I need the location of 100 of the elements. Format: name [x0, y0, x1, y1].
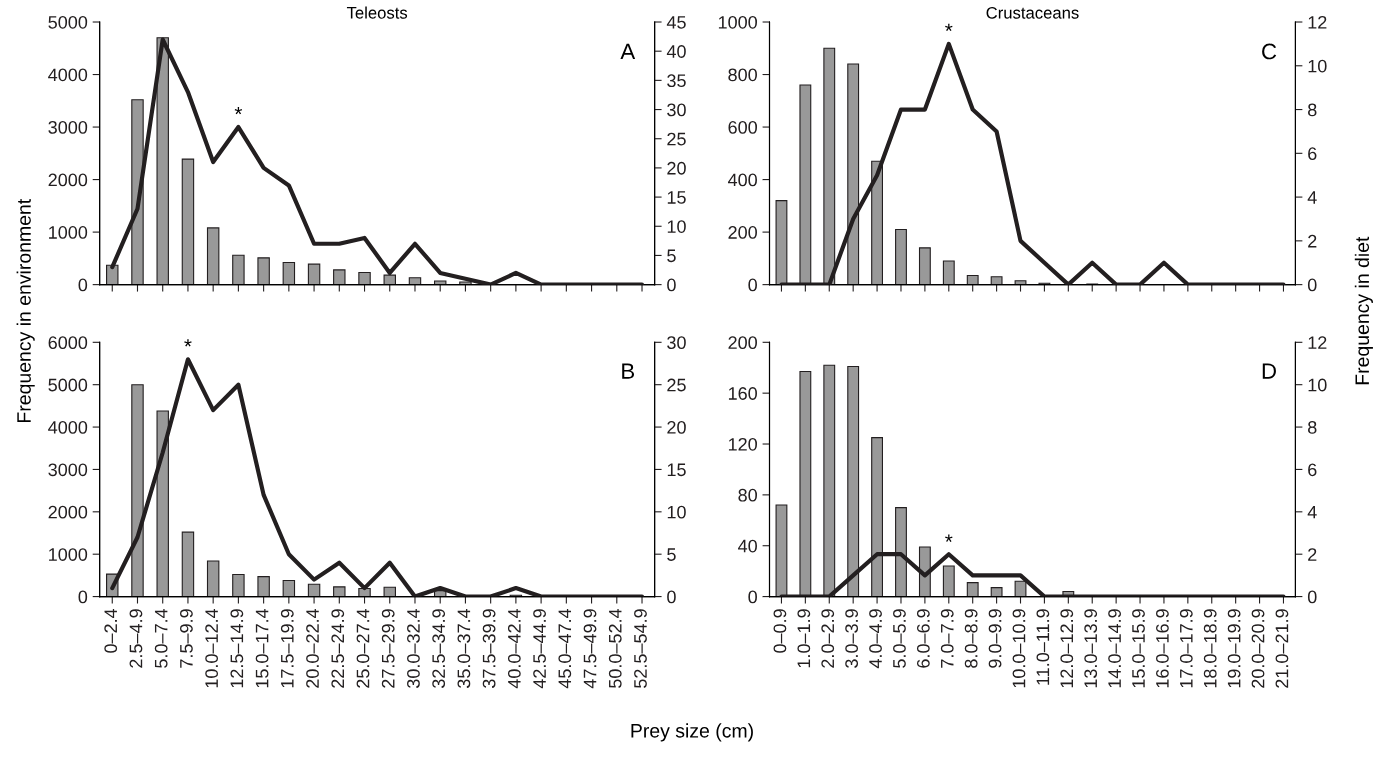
- x-tick-label: 12.5–14.9: [230, 609, 244, 688]
- y2-tick-label: 30: [667, 336, 686, 350]
- y2-tick-label: 25: [667, 378, 686, 392]
- y2-tick-label: 35: [667, 74, 686, 88]
- x-tick-label: 22.5–24.9: [331, 609, 345, 688]
- y2-tick-label: 15: [667, 463, 686, 477]
- y2-tick-label: 20: [667, 421, 686, 434]
- y2-tick-label: 12: [1308, 336, 1327, 349]
- y-tick-label: 5000: [48, 378, 88, 392]
- y-tick-label: 0: [748, 278, 757, 292]
- y2-tick-label: 6: [1308, 463, 1317, 477]
- x-tick-label: 20.0–20.9: [1251, 609, 1265, 688]
- x-tick-label: 52.5–54.9: [634, 609, 647, 688]
- x-tick-label: 15.0–15.9: [1132, 609, 1145, 688]
- y2-tick-label: 20: [667, 161, 686, 175]
- x-tick-label: 17.0–17.9: [1179, 609, 1193, 688]
- annotation: *: [184, 339, 192, 347]
- chart-title: Teleosts: [346, 6, 408, 19]
- y2-tick-label: 30: [667, 103, 686, 117]
- y2-tick-label: 0: [1307, 278, 1317, 292]
- x-tick-label: 45.0–47.4: [558, 608, 572, 689]
- x-tick-label: 4.0–4.9: [869, 609, 882, 669]
- annotation: *: [945, 534, 953, 542]
- y-tick-label: 800: [728, 68, 757, 82]
- y-tick-label: 2000: [48, 505, 88, 519]
- y-tick-label: 0: [748, 590, 757, 604]
- x-tick-label: 11.0–11.9: [1036, 609, 1050, 685]
- x-tick-label: 0–0.9: [773, 609, 787, 653]
- y2-tick-label: 5: [667, 548, 676, 561]
- x-tick-label: 2.0–2.9: [821, 609, 835, 668]
- y-tick-label: 160: [728, 387, 757, 400]
- x-tick-label: 27.5–29.9: [381, 609, 395, 688]
- y2-tick-label: 10: [667, 220, 686, 233]
- y-tick-label: 1000: [718, 15, 757, 29]
- x-tick-label: 20.0–22.4: [306, 608, 319, 688]
- x-tick-label: 12.0–12.9: [1060, 609, 1074, 688]
- x-tick-label: 10.0–10.9: [1012, 609, 1026, 688]
- y2-tick-label: 8: [1308, 103, 1317, 117]
- y-tick-label: 4000: [48, 68, 88, 82]
- y-tick-label: 200: [728, 336, 757, 350]
- x-tick-label: 0–2.4: [104, 608, 118, 653]
- y-tick-label: 6000: [48, 336, 88, 350]
- x-tick-label: 10.0–12.4: [205, 608, 219, 688]
- annotation: C: [1262, 43, 1277, 60]
- annotation: D: [1262, 363, 1276, 379]
- x-tick-label: 17.5–19.9: [280, 609, 294, 688]
- y2-tick-label: 2: [1308, 548, 1317, 561]
- y2-tick-label: 4: [1307, 505, 1317, 519]
- x-tick-label: 13.0–13.9: [1084, 609, 1098, 688]
- x-tick-label: 1.0–1.9: [797, 609, 811, 668]
- x-tick-label: 42.5–44.9: [533, 609, 546, 689]
- x-tick-label: 21.0–21.9: [1275, 609, 1289, 688]
- y-tick-label: 0: [78, 590, 88, 604]
- x-tick-label: 3.0–3.9: [845, 609, 859, 668]
- y2-tick-label: 10: [667, 505, 686, 519]
- y2-tick-label: 5: [667, 249, 676, 263]
- y2-tick-label: 10: [1308, 378, 1327, 392]
- x-tick-label: 18.0–18.9: [1203, 609, 1217, 688]
- x-tick-label: 14.0–14.9: [1108, 609, 1121, 688]
- x-tick-label: 2.5–4.9: [129, 609, 143, 668]
- y-tick-label: 4000: [48, 421, 88, 434]
- x-axis-title: Prey size (cm): [631, 723, 753, 742]
- y-tick-label: 40: [738, 539, 757, 553]
- x-tick-label: 7.5–9.9: [180, 609, 193, 668]
- x-tick-label: 47.5–49.9: [583, 609, 597, 689]
- y2-tick-label: 2: [1308, 234, 1317, 248]
- y2-axis-title: Frequency in diet: [1354, 236, 1373, 385]
- x-tick-label: 16.0–16.9: [1156, 609, 1169, 688]
- x-tick-label: 37.5–39.9: [482, 609, 496, 689]
- x-tick-label: 6.0–6.9: [916, 609, 930, 668]
- y2-tick-label: 10: [1308, 59, 1327, 73]
- y-tick-label: 5000: [48, 15, 88, 29]
- annotation: B: [622, 363, 635, 379]
- x-tick-label: 50.0–52.4: [608, 608, 622, 688]
- y2-tick-label: 40: [666, 45, 686, 58]
- y2-tick-label: 25: [667, 132, 686, 146]
- x-tick-label: 5.0–5.9: [893, 609, 906, 668]
- annotation: *: [234, 107, 243, 115]
- y2-tick-label: 0: [1307, 590, 1317, 604]
- y-tick-label: 1000: [49, 548, 88, 561]
- y2-tick-label: 0: [667, 590, 676, 604]
- y-tick-label: 200: [728, 226, 757, 239]
- x-tick-label: 8.0–8.9: [964, 609, 978, 668]
- annotation: *: [945, 23, 953, 32]
- annotation: A: [620, 43, 636, 60]
- y-tick-label: 1000: [49, 226, 88, 239]
- y-tick-label: 400: [727, 173, 757, 187]
- x-tick-label: 35.0–37.4: [457, 608, 471, 689]
- x-tick-label: 40.0–42.4: [507, 608, 521, 689]
- x-tick-label: 30.0–32.4: [407, 608, 420, 689]
- y2-tick-label: 4: [1307, 191, 1317, 204]
- y-tick-label: 2000: [48, 173, 88, 187]
- y-axis-title: Frequency in environment: [16, 198, 35, 422]
- chart-title: Crustaceans: [986, 6, 1079, 19]
- y-tick-label: 3000: [48, 463, 88, 477]
- y-tick-label: 80: [738, 488, 757, 502]
- x-tick-label: 19.0–19.9: [1227, 609, 1241, 688]
- x-tick-label: 7.0–7.9: [940, 609, 954, 668]
- y2-tick-label: 12: [1308, 15, 1327, 29]
- y2-tick-label: 8: [1308, 421, 1317, 434]
